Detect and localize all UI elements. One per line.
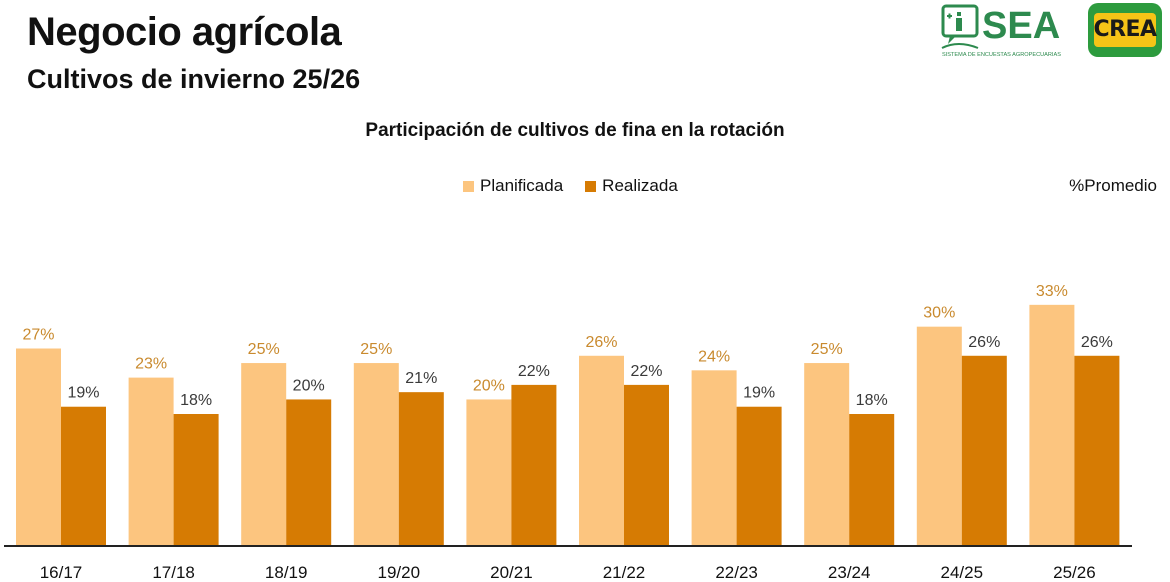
legend-label-planificada: Planificada xyxy=(480,176,564,195)
sea-logo-caption: SISTEMA DE ENCUESTAS AGROPECUARIAS xyxy=(942,52,1061,58)
data-label-planificada-21-22: 26% xyxy=(585,334,617,351)
page-subtitle: Cultivos de invierno 25/26 xyxy=(27,64,361,94)
bar-realizada-18-19 xyxy=(286,399,332,545)
data-label-planificada-16-17: 27% xyxy=(22,327,54,344)
sea-logo-text: SEA xyxy=(982,5,1060,47)
data-label-realizada-19-20: 21% xyxy=(405,370,437,387)
bar-realizada-20-21 xyxy=(511,384,557,545)
legend-item-realizada: Realizada xyxy=(585,175,678,197)
bar-realizada-23-24 xyxy=(849,414,895,545)
data-label-realizada-17-18: 18% xyxy=(180,392,212,409)
bar-planificada-18-19 xyxy=(241,363,287,545)
data-label-realizada-21-22: 22% xyxy=(630,363,662,380)
legend-item-planificada: Planificada xyxy=(463,175,563,197)
bar-planificada-24-25 xyxy=(916,326,962,545)
x-tick-label-19-20: 19/20 xyxy=(378,563,421,582)
bar-realizada-21-22 xyxy=(624,384,669,545)
bar-planificada-16-17 xyxy=(16,348,61,545)
x-tick-label-24-25: 24/25 xyxy=(941,563,984,582)
bar-realizada-24-25 xyxy=(961,355,1007,545)
unit-note: %Promedio xyxy=(1069,176,1157,195)
legend-swatch-realizada xyxy=(585,180,597,192)
data-label-realizada-22-23: 19% xyxy=(743,385,775,402)
x-tick-label-20-21: 20/21 xyxy=(490,563,533,582)
data-label-planificada-25-26: 33% xyxy=(1036,283,1068,300)
bar-planificada-20-21 xyxy=(466,399,512,545)
x-tick-label-23-24: 23/24 xyxy=(828,563,871,582)
bar-realizada-19-20 xyxy=(398,392,444,545)
data-label-realizada-16-17: 19% xyxy=(67,385,99,402)
x-tick-label-16-17: 16/17 xyxy=(40,563,83,582)
legend-swatch-planificada xyxy=(463,180,474,192)
x-tick-label-22-23: 22/23 xyxy=(715,563,758,582)
chart-title: Participación de cultivos de fina en la … xyxy=(365,120,785,141)
legend-label-realizada: Realizada xyxy=(602,176,678,195)
bar-planificada-25-26 xyxy=(1029,304,1075,545)
data-label-realizada-24-25: 26% xyxy=(968,334,1000,351)
data-label-realizada-25-26: 26% xyxy=(1081,334,1113,351)
bar-planificada-19-20 xyxy=(353,363,399,545)
x-tick-label-21-22: 21/22 xyxy=(603,563,646,582)
data-label-planificada-19-20: 25% xyxy=(360,341,392,358)
data-label-realizada-23-24: 18% xyxy=(856,392,888,409)
page-title: Negocio agrícola xyxy=(27,10,342,54)
bar-realizada-25-26 xyxy=(1074,355,1120,545)
bar-realizada-22-23 xyxy=(736,406,782,545)
x-tick-label-17-18: 17/18 xyxy=(152,563,195,582)
bar-planificada-17-18 xyxy=(128,377,174,545)
data-label-realizada-20-21: 22% xyxy=(518,363,550,380)
bar-planificada-23-24 xyxy=(804,363,850,545)
data-label-planificada-23-24: 25% xyxy=(811,341,843,358)
chart-legend: Planificada Realizada xyxy=(463,175,700,197)
data-label-planificada-17-18: 23% xyxy=(135,356,167,373)
x-tick-label-25-26: 25/26 xyxy=(1053,563,1096,582)
sea-logo: SEA SISTEMA DE ENCUESTAS AGROPECUARIAS xyxy=(941,4,1061,58)
bar-planificada-21-22 xyxy=(579,355,624,545)
bar-planificada-22-23 xyxy=(691,370,737,545)
data-label-realizada-18-19: 20% xyxy=(293,377,325,394)
sea-logo-icon xyxy=(941,4,979,49)
x-tick-label-18-19: 18/19 xyxy=(265,563,308,582)
crea-logo-text: CREA xyxy=(1093,17,1157,42)
data-label-planificada-20-21: 20% xyxy=(473,377,505,394)
data-label-planificada-18-19: 25% xyxy=(248,341,280,358)
bar-realizada-17-18 xyxy=(173,414,219,545)
data-label-planificada-24-25: 30% xyxy=(923,305,955,322)
crea-logo: CREA xyxy=(1088,3,1162,57)
data-label-planificada-22-23: 24% xyxy=(698,348,730,365)
bar-realizada-16-17 xyxy=(61,406,106,545)
